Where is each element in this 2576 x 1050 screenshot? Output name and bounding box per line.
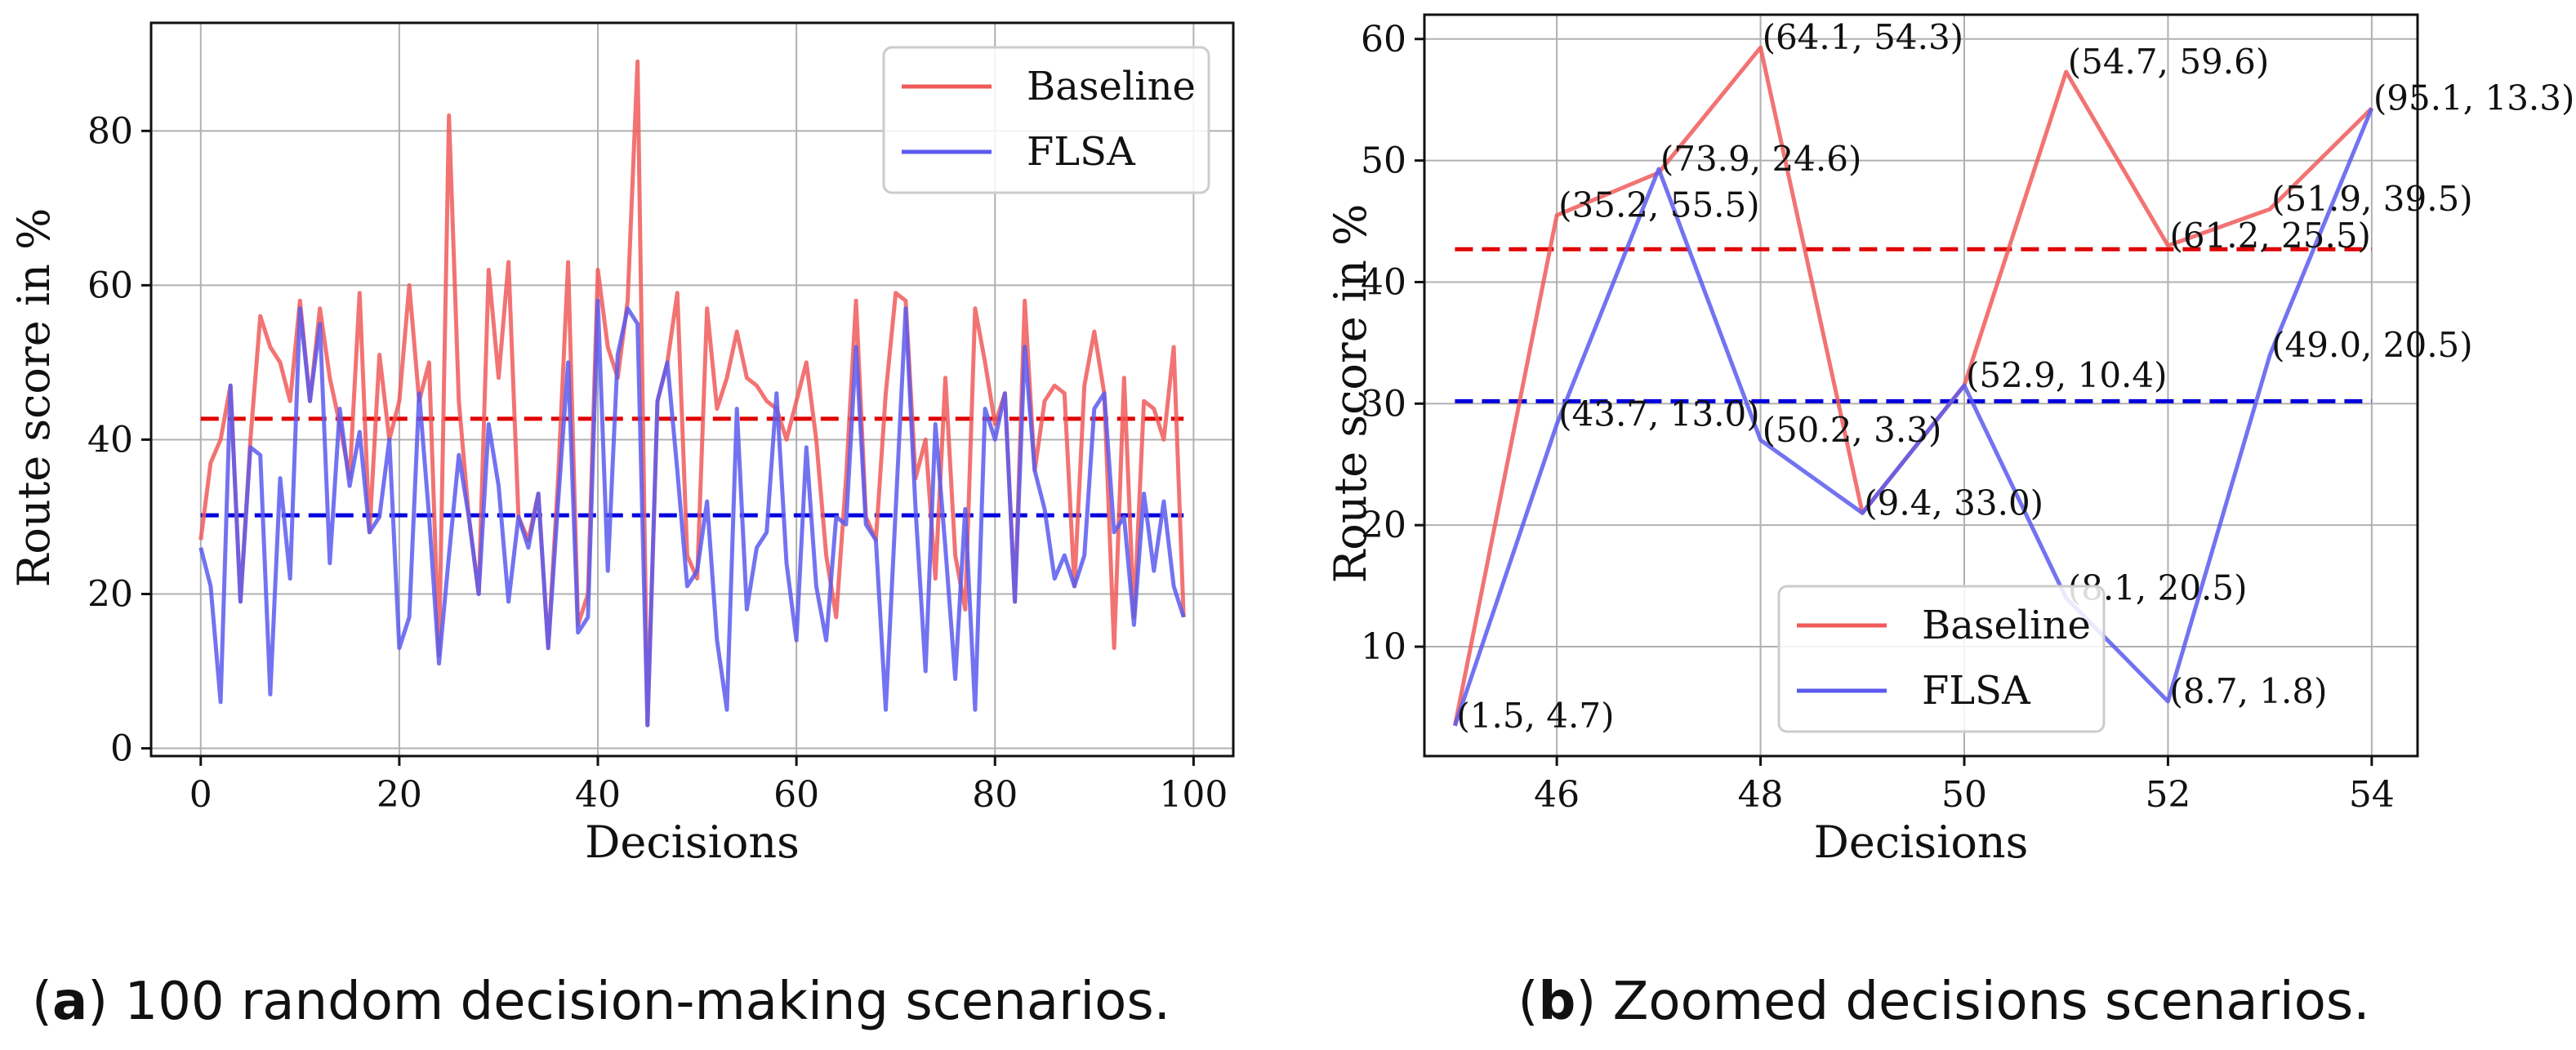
point-annotation: (1.5, 4.7): [1456, 696, 1614, 736]
caption-a: (a) 100 random decision-making scenarios…: [32, 972, 1170, 1032]
x-tick-label: 100: [1159, 774, 1228, 816]
y-tick-label: 80: [87, 110, 133, 152]
x-tick-label: 0: [189, 774, 212, 816]
x-tick-label: 48: [1738, 774, 1784, 816]
legend-box: [1777, 585, 2106, 733]
point-annotation: (49.0, 20.5): [2271, 325, 2473, 365]
legend-label-flsa: FLSA: [1922, 668, 2031, 714]
point-annotation: (61.2, 25.5): [2169, 216, 2371, 256]
y-tick-label: 30: [1361, 383, 1406, 425]
series-line-flsa: [198, 298, 1186, 727]
x-tick-label: 60: [773, 774, 819, 816]
plot-frame: [149, 21, 1235, 758]
x-tick-label: 40: [575, 774, 621, 816]
x-tick-label: 20: [377, 774, 422, 816]
series-line-flsa: [1453, 107, 2374, 727]
x-tick-label: 50: [1941, 774, 1987, 816]
caption-a-letter: a: [52, 972, 87, 1032]
x-axis-label: Decisions: [1814, 816, 2029, 868]
point-annotation: (52.9, 10.4): [1966, 355, 2168, 395]
point-annotation: (8.7, 1.8): [2169, 671, 2327, 711]
y-tick-label: 20: [87, 573, 133, 615]
point-annotation: (43.7, 13.0): [1558, 394, 1760, 434]
x-tick-label: 54: [2349, 774, 2395, 816]
y-tick-label: 20: [1361, 505, 1406, 546]
caption-b-letter: b: [1538, 972, 1575, 1032]
point-annotation: (73.9, 24.6): [1660, 139, 1862, 179]
y-axis-label: Route score in %: [1325, 204, 1376, 584]
y-tick-label: 40: [87, 419, 133, 460]
y-axis-label: Route score in %: [8, 208, 60, 588]
y-tick-label: 10: [1361, 626, 1406, 668]
plot-frame: [1423, 13, 2419, 758]
point-annotation: (9.4, 33.0): [1864, 483, 2043, 523]
legend-label-flsa: FLSA: [1027, 129, 1136, 175]
y-tick-label: 50: [1361, 140, 1406, 182]
y-tick-label: 60: [1361, 19, 1406, 60]
point-annotation: (35.2, 55.5): [1558, 185, 1760, 225]
point-annotation: (51.9, 39.5): [2271, 179, 2473, 219]
legend-label-baseline: Baseline: [1027, 64, 1196, 109]
x-axis-label: Decisions: [585, 816, 800, 868]
legend-box: [882, 46, 1210, 194]
point-annotation: (50.2, 3.3): [1763, 410, 1942, 450]
y-tick-label: 40: [1361, 261, 1406, 303]
point-annotation: (54.7, 59.6): [2068, 42, 2270, 82]
legend-label-baseline: Baseline: [1922, 603, 2091, 648]
point-annotation: (95.1, 13.3): [2373, 78, 2575, 118]
caption-b-text: Zoomed decisions scenarios.: [1613, 972, 2370, 1032]
x-tick-label: 80: [972, 774, 1018, 816]
x-tick-label: 52: [2145, 774, 2190, 816]
caption-b: (b) Zoomed decisions scenarios.: [1518, 972, 2369, 1032]
x-tick-label: 46: [1534, 774, 1580, 816]
caption-a-text: 100 random decision-making scenarios.: [124, 972, 1170, 1032]
y-tick-label: 60: [87, 265, 133, 306]
panel-a-chart: 0 20 40 60 80 100 0 20 40 60 80 Decisions Route scor…: [8, 21, 1235, 868]
y-tick-label: 0: [110, 728, 133, 770]
point-annotation: (64.1, 54.3): [1763, 17, 1964, 57]
panel-b-chart: (35.2, 55.5) (64.1, 54.3) (54.7, 59.6) (61.…: [1325, 13, 2575, 868]
